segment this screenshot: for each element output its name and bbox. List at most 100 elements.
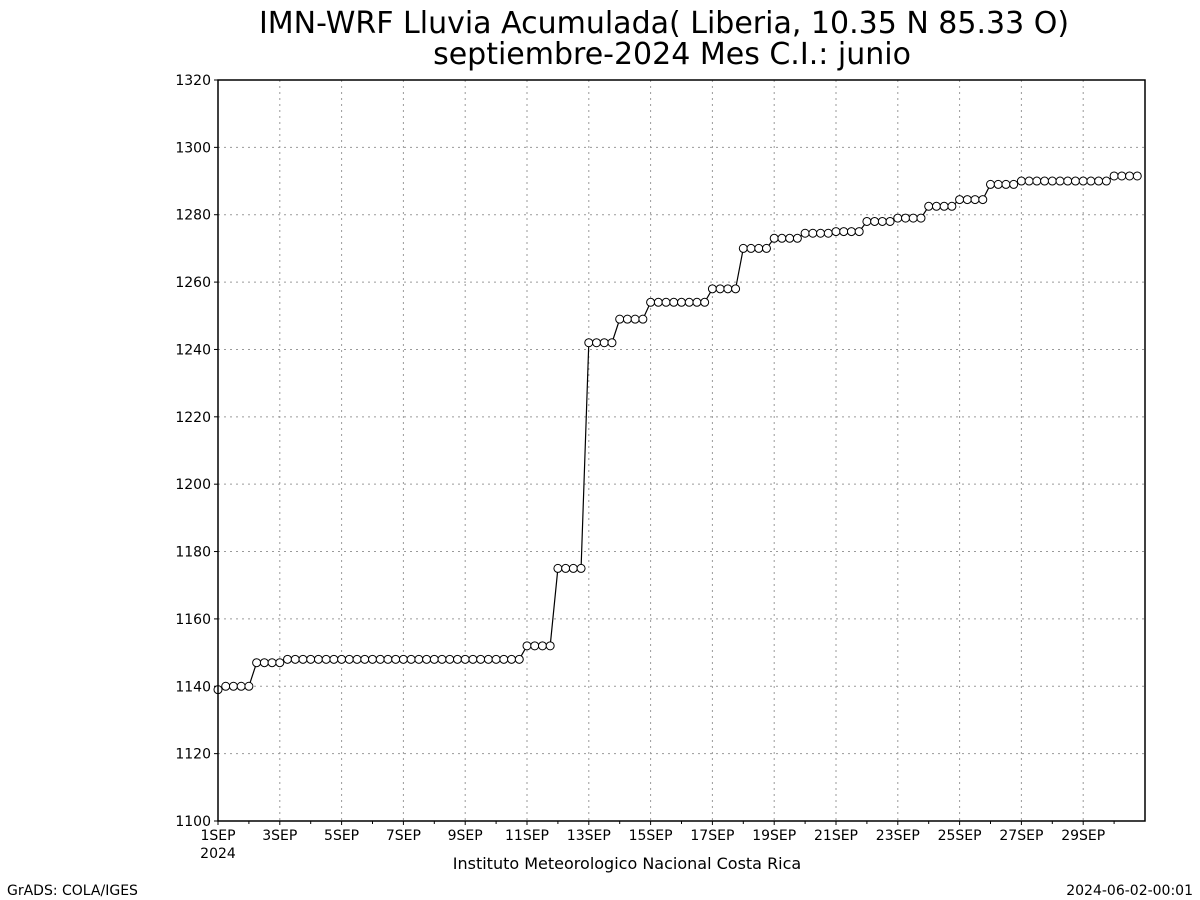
data-point bbox=[1040, 176, 1050, 186]
y-tick-label: 1240 bbox=[175, 342, 211, 358]
data-point bbox=[1086, 176, 1096, 186]
data-point bbox=[352, 654, 362, 664]
data-point bbox=[329, 654, 339, 664]
data-point bbox=[993, 179, 1003, 189]
data-point bbox=[808, 228, 818, 238]
data-point bbox=[962, 195, 972, 205]
y-axis-ticks: 1100 1120 1140 1160 1180 1200 1220 1240 1260 1280… bbox=[175, 73, 218, 830]
data-point bbox=[236, 681, 246, 691]
data-point bbox=[406, 654, 416, 664]
x-tick-label: 25SEP bbox=[938, 828, 982, 844]
x-tick-label: 9SEP bbox=[448, 828, 483, 844]
x-tick-label: 1SEP bbox=[200, 828, 235, 844]
data-point bbox=[669, 297, 679, 307]
data-point bbox=[1101, 176, 1111, 186]
data-point bbox=[252, 658, 262, 668]
data-point bbox=[622, 314, 632, 324]
data-point bbox=[615, 314, 625, 324]
x-tick-label: 7SEP bbox=[386, 828, 421, 844]
x-tick-label: 23SEP bbox=[876, 828, 920, 844]
y-tick-label: 1100 bbox=[175, 814, 211, 830]
x-tick-label: 5SEP bbox=[324, 828, 359, 844]
data-point bbox=[561, 563, 571, 573]
data-point bbox=[360, 654, 370, 664]
data-point bbox=[244, 681, 254, 691]
data-point bbox=[653, 297, 663, 307]
data-point bbox=[707, 284, 717, 294]
x-tick-label: 15SEP bbox=[629, 828, 673, 844]
data-point bbox=[522, 641, 532, 651]
data-point bbox=[452, 654, 462, 664]
data-point bbox=[553, 563, 563, 573]
data-point bbox=[862, 216, 872, 226]
timestamp-label: 2024-06-02-00:01 bbox=[1066, 883, 1193, 899]
data-point bbox=[908, 213, 918, 223]
data-point bbox=[978, 195, 988, 205]
data-point bbox=[530, 641, 540, 651]
x-tick-label: 29SEP bbox=[1061, 828, 1105, 844]
data-point bbox=[893, 213, 903, 223]
series-line bbox=[217, 175, 1138, 691]
data-point bbox=[1063, 176, 1073, 186]
x-tick-label: 19SEP bbox=[752, 828, 796, 844]
data-point bbox=[846, 227, 856, 237]
x-tick-label: 17SEP bbox=[690, 828, 734, 844]
x-tick-label: 13SEP bbox=[567, 828, 611, 844]
data-point bbox=[584, 338, 594, 348]
data-point bbox=[839, 227, 849, 237]
data-point bbox=[986, 179, 995, 189]
data-point bbox=[630, 314, 640, 324]
data-point bbox=[468, 654, 478, 664]
data-point bbox=[816, 228, 826, 238]
data-point bbox=[298, 654, 308, 664]
data-point bbox=[1047, 176, 1057, 186]
data-point bbox=[1109, 171, 1119, 181]
data-point bbox=[398, 654, 408, 664]
data-point bbox=[1117, 171, 1127, 181]
data-point bbox=[947, 201, 957, 211]
y-tick-label: 1220 bbox=[175, 410, 211, 426]
y-tick-label: 1140 bbox=[175, 679, 211, 695]
data-point bbox=[901, 213, 911, 223]
data-point bbox=[731, 284, 741, 294]
data-point bbox=[499, 654, 509, 664]
data-point bbox=[970, 195, 980, 205]
data-point bbox=[1055, 176, 1065, 186]
y-tick-label: 1280 bbox=[175, 208, 211, 224]
data-point bbox=[1070, 176, 1080, 186]
data-point bbox=[1078, 176, 1088, 186]
data-point bbox=[491, 654, 501, 664]
data-point bbox=[777, 233, 787, 243]
data-point bbox=[507, 654, 517, 664]
data-point bbox=[646, 297, 656, 307]
data-point bbox=[939, 201, 949, 211]
data-point bbox=[800, 228, 810, 238]
institution-label: Instituto Meteorologico Nacional Costa R… bbox=[453, 854, 801, 873]
data-point bbox=[422, 654, 432, 664]
data-point bbox=[854, 227, 864, 237]
data-point bbox=[568, 563, 578, 573]
x-tick-label: 21SEP bbox=[814, 828, 858, 844]
data-point bbox=[761, 243, 771, 253]
y-tick-label: 1120 bbox=[175, 747, 211, 763]
data-point bbox=[275, 658, 285, 668]
plot-frame bbox=[217, 79, 1146, 822]
data-point bbox=[955, 195, 965, 205]
data-point bbox=[792, 233, 802, 243]
data-point bbox=[429, 654, 439, 664]
data-point bbox=[931, 201, 941, 211]
data-point bbox=[831, 227, 841, 237]
data-point bbox=[391, 654, 401, 664]
data-point bbox=[1125, 171, 1135, 181]
y-tick-label: 1200 bbox=[175, 477, 211, 493]
series-markers bbox=[213, 171, 1142, 695]
data-point bbox=[228, 681, 238, 691]
data-point bbox=[283, 654, 293, 664]
data-point bbox=[414, 654, 424, 664]
data-point bbox=[576, 563, 586, 573]
data-point bbox=[483, 654, 493, 664]
data-point bbox=[746, 243, 756, 253]
data-point bbox=[476, 654, 486, 664]
data-point bbox=[885, 216, 895, 226]
data-point bbox=[313, 654, 323, 664]
